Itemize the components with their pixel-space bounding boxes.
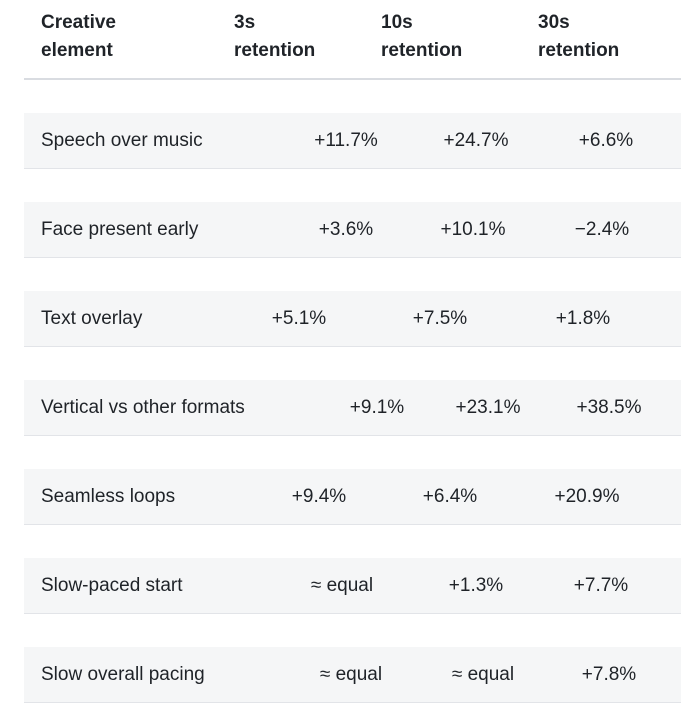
table-row: Face present early +3.6% +10.1% −2.4% [24,202,681,258]
row-element-label: Slow overall pacing [41,664,205,685]
row-10s-value: +6.4% [422,486,478,507]
row-3s-value: ≈ equal [319,664,383,685]
table-row: Slow overall pacing ≈ equal ≈ equal +7.8… [24,647,681,703]
table-row: Vertical vs other formats +9.1% +23.1% +… [24,380,681,436]
row-element-label: Text overlay [41,308,143,329]
header-10s-retention: 10s retention [381,12,463,61]
row-10s-value: +7.5% [412,308,468,329]
row-10s-value: ≈ equal [451,664,515,685]
row-element-label: Vertical vs other formats [41,397,245,418]
table-header: Creative element 3s retention 10s retent… [24,0,681,80]
row-element-label: Face present early [41,219,199,240]
row-10s-value: +23.1% [455,397,521,418]
row-3s-value: +9.4% [291,486,347,507]
row-10s-value: +1.3% [448,575,504,596]
table-row: Slow-paced start ≈ equal +1.3% +7.7% [24,558,681,614]
row-element-label: Seamless loops [41,486,176,507]
row-3s-value: +3.6% [318,219,374,240]
table-row: Text overlay +5.1% +7.5% +1.8% [24,291,681,347]
row-3s-value: +11.7% [314,130,378,151]
row-30s-value: +7.8% [581,664,637,685]
row-30s-value: +7.7% [573,575,629,596]
row-3s-value: +5.1% [271,308,327,329]
row-30s-value: +1.8% [555,308,611,329]
row-element-label: Slow-paced start [41,575,183,596]
header-creative-element: Creative element [41,12,116,61]
row-30s-value: +6.6% [578,130,634,151]
row-3s-value: ≈ equal [310,575,374,596]
row-30s-value: +38.5% [576,397,642,418]
row-30s-value: −2.4% [574,219,630,240]
table-row: Seamless loops +9.4% +6.4% +20.9% [24,469,681,525]
row-10s-value: +24.7% [443,130,509,151]
header-3s-retention: 3s retention [234,12,316,61]
row-30s-value: +20.9% [554,486,620,507]
retention-table: Creative element 3s retention 10s retent… [24,0,681,703]
row-element-label: Speech over music [41,130,203,151]
header-30s-retention: 30s retention [538,12,620,61]
row-3s-value: +9.1% [349,397,405,418]
row-10s-value: +10.1% [440,219,506,240]
table-row: Speech over music +11.7% +24.7% +6.6% [24,113,681,169]
